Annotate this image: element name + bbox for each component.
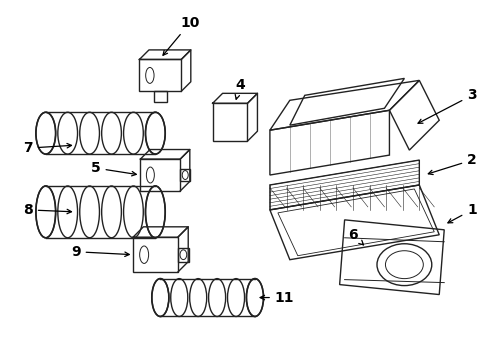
Text: 1: 1 bbox=[448, 203, 477, 223]
Bar bbox=[133, 237, 178, 272]
Text: 11: 11 bbox=[260, 291, 294, 305]
Bar bbox=[154, 91, 167, 102]
Text: 10: 10 bbox=[163, 15, 200, 55]
Bar bbox=[141, 159, 180, 191]
Text: 8: 8 bbox=[23, 203, 72, 217]
Bar bbox=[178, 248, 189, 262]
Bar bbox=[180, 168, 190, 181]
Text: 4: 4 bbox=[235, 78, 245, 99]
Text: 7: 7 bbox=[23, 141, 72, 155]
Bar bbox=[140, 59, 181, 91]
Text: 9: 9 bbox=[71, 245, 129, 259]
Text: 6: 6 bbox=[348, 228, 364, 245]
Text: 3: 3 bbox=[418, 88, 477, 123]
Text: 5: 5 bbox=[91, 161, 136, 176]
Text: 2: 2 bbox=[428, 153, 477, 175]
Bar bbox=[213, 103, 247, 141]
